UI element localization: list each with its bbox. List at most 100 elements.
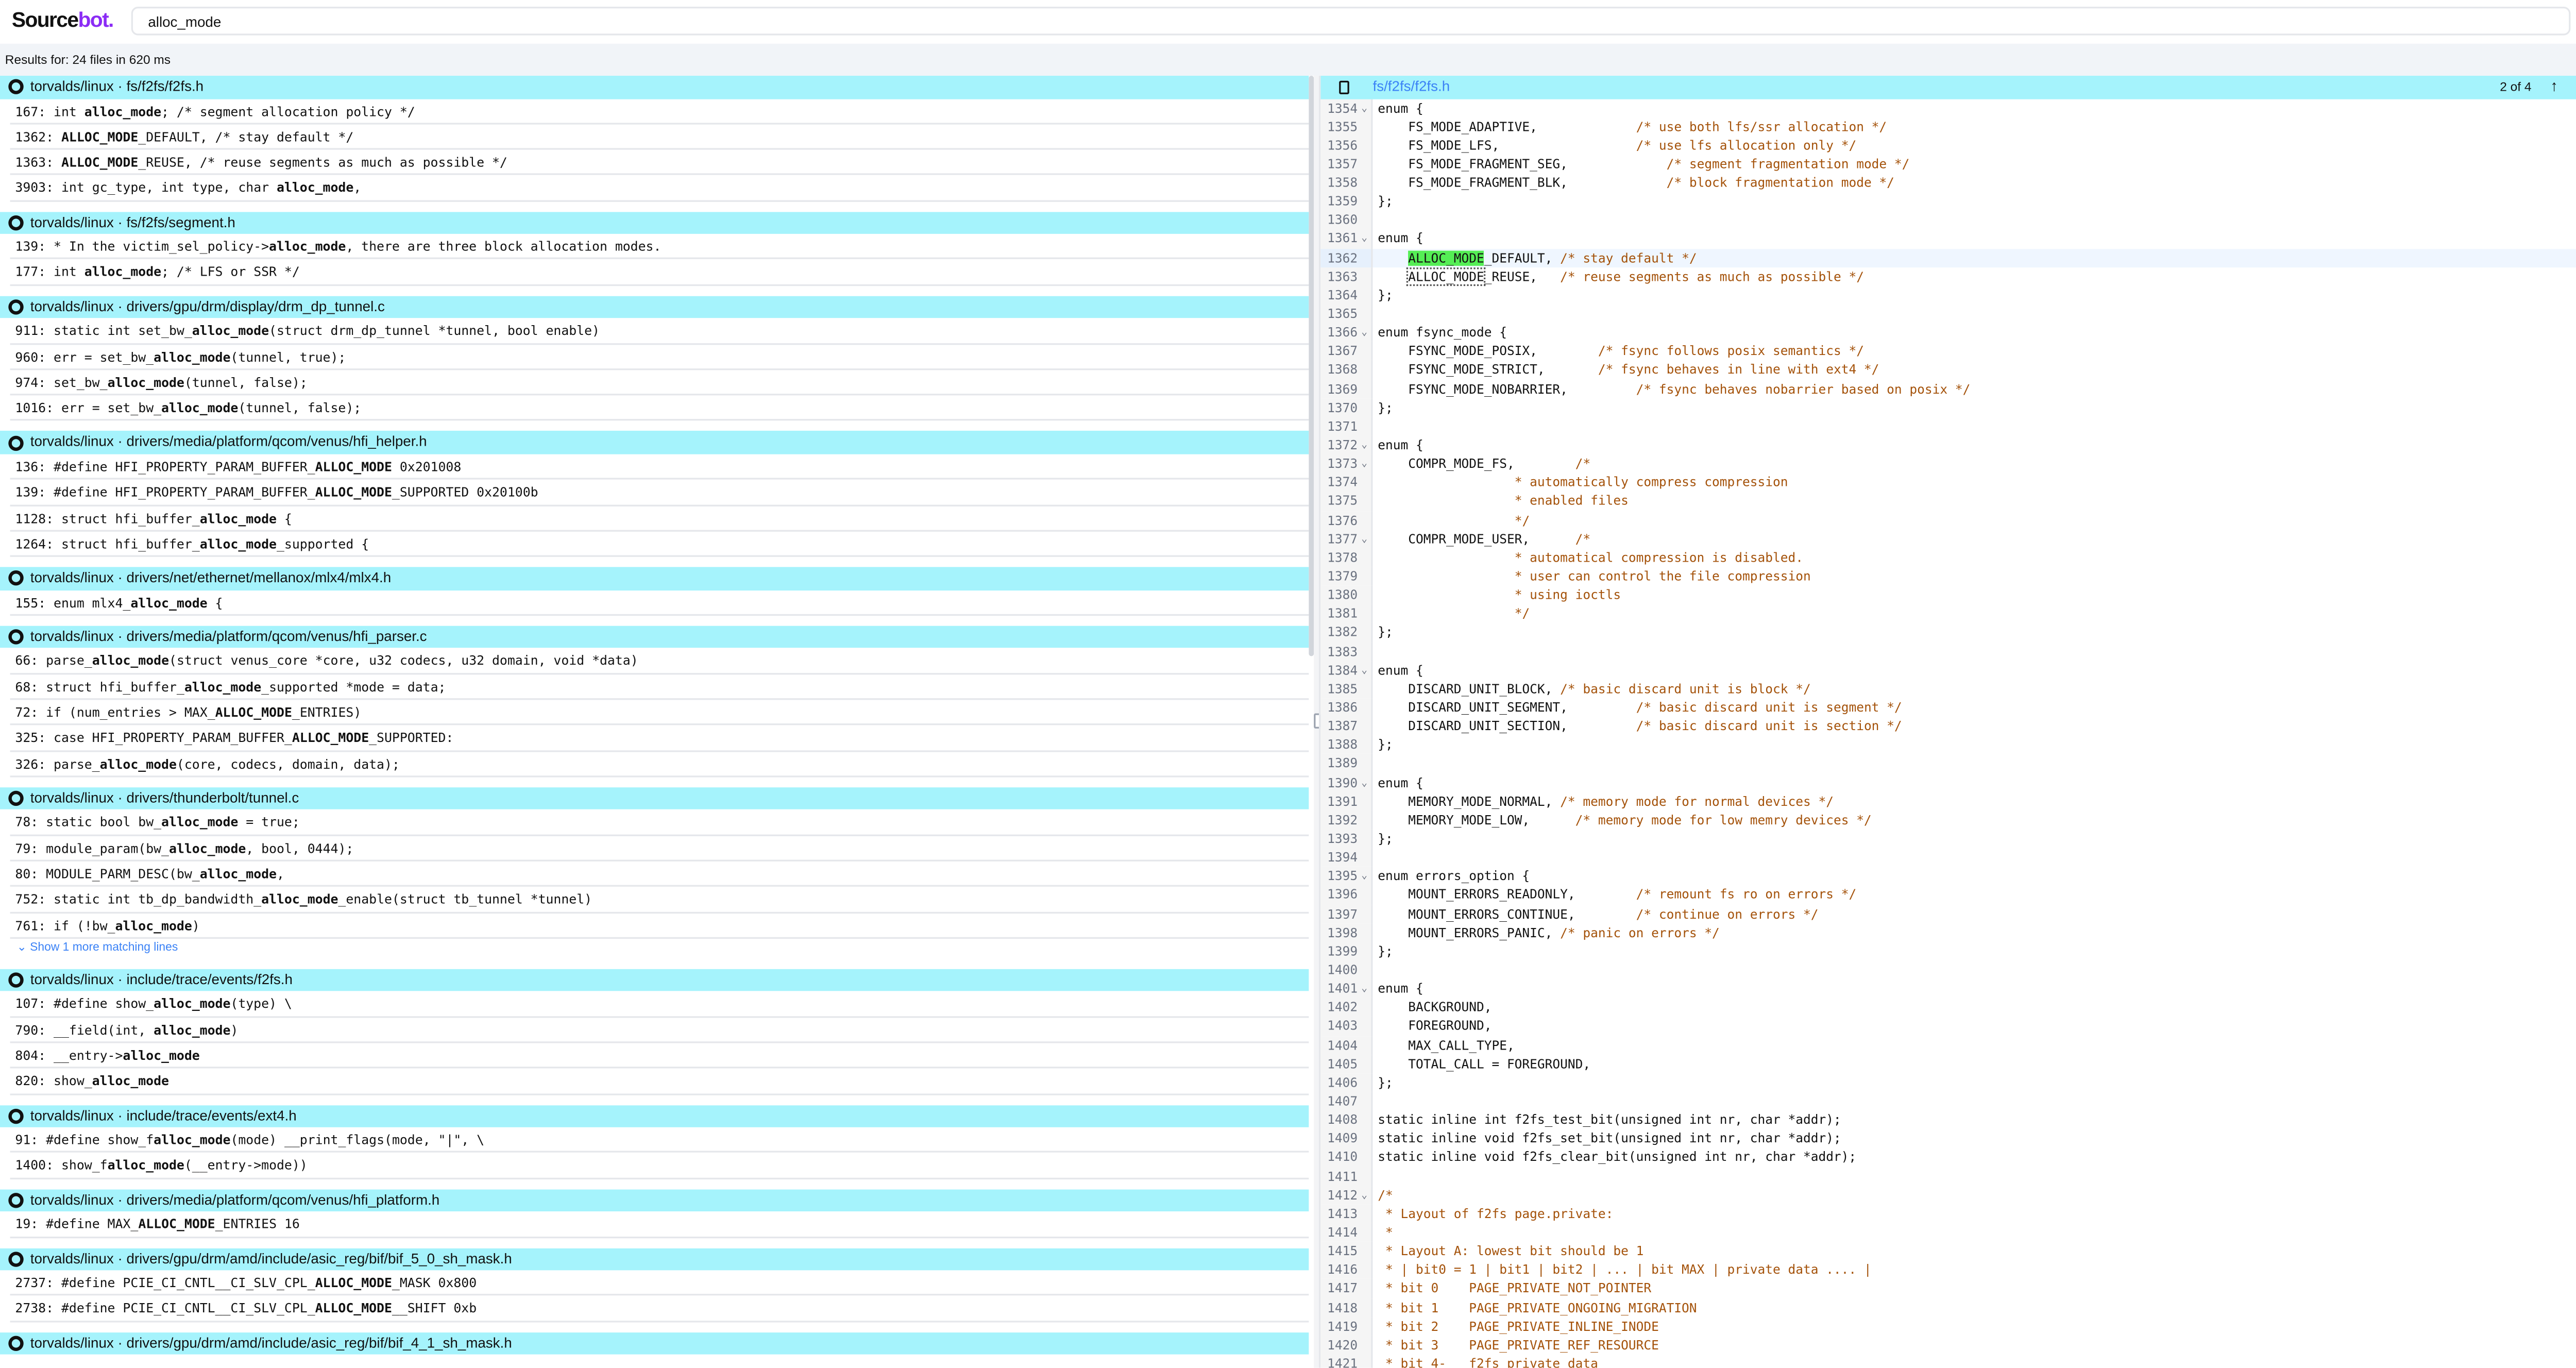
- match-line[interactable]: 139: #define HFI_PROPERTY_PARAM_BUFFER_A…: [10, 480, 1309, 506]
- match-line[interactable]: 155: enum mlx4_alloc_mode {: [10, 590, 1309, 616]
- match-line[interactable]: 66: parse_alloc_mode(struct venus_core *…: [10, 649, 1309, 674]
- result-file-header[interactable]: torvalds/linux · include/trace/events/ex…: [0, 1105, 1309, 1128]
- match-highlight[interactable]: ALLOC_MODE: [1408, 250, 1484, 265]
- match-line[interactable]: 91: #define show_falloc_mode(mode) __pri…: [10, 1127, 1309, 1154]
- result-file-header[interactable]: torvalds/linux · drivers/gpu/drm/amd/inc…: [0, 1247, 1309, 1271]
- code-text: * using ioctls: [1372, 586, 1621, 604]
- fold-chevron-icon[interactable]: ⌄: [1358, 435, 1373, 455]
- fold-chevron-icon[interactable]: ⌄: [1358, 323, 1373, 342]
- match-line[interactable]: 139: * In the victim_sel_policy->alloc_m…: [10, 234, 1309, 260]
- match-line[interactable]: 107: #define show_alloc_mode(type) \: [10, 992, 1309, 1018]
- match-line[interactable]: 2737: #define PCIE_CI_CNTL__CI_SLV_CPL_A…: [10, 1270, 1309, 1296]
- code-comment: /* continue on errors */: [1636, 906, 1819, 921]
- sourcebot-logo[interactable]: Sourcebot.: [12, 8, 114, 32]
- match-line[interactable]: 3903: int gc_type, int type, char alloc_…: [10, 176, 1309, 201]
- result-file-header[interactable]: torvalds/linux · drivers/gpu/drm/amd/inc…: [0, 1331, 1309, 1355]
- match-line[interactable]: 1363: ALLOC_MODE_REUSE, /* reuse segment…: [10, 150, 1309, 176]
- result-file-header[interactable]: torvalds/linux · fs/f2fs/f2fs.h: [0, 75, 1309, 99]
- match-text: ALLOC_MODE: [315, 485, 392, 500]
- result-file-header[interactable]: torvalds/linux · drivers/thunderbolt/tun…: [0, 787, 1309, 810]
- logo-text-accent: bot.: [78, 8, 114, 32]
- result-file-header[interactable]: torvalds/linux · drivers/gpu/drm/display…: [0, 295, 1309, 319]
- result-file-header[interactable]: torvalds/linux · include/trace/events/f2…: [0, 969, 1309, 992]
- fold-chevron-icon[interactable]: ⌄: [1358, 1185, 1373, 1205]
- preview-header: fs/f2fs/f2fs.h 2 of 4 ↑ ↓ ✕: [1320, 75, 2576, 99]
- code-line: 1355 FS_MODE_ADAPTIVE, /* use both lfs/s…: [1320, 117, 2576, 136]
- gutter: [1358, 548, 1373, 567]
- code-line: 1387 DISCARD_UNIT_SECTION, /* basic disc…: [1320, 717, 2576, 736]
- match-line[interactable]: 325: case HFI_PROPERTY_PARAM_BUFFER_ALLO…: [10, 725, 1309, 752]
- separator: ·: [113, 297, 127, 314]
- code-comment: * bit 4- f2fs private data: [1378, 1356, 1598, 1368]
- match-line[interactable]: 820: show_alloc_mode: [10, 1069, 1309, 1095]
- fold-chevron-icon[interactable]: ⌄: [1358, 867, 1373, 886]
- fold-chevron-icon[interactable]: ⌄: [1358, 98, 1373, 117]
- match-line[interactable]: 136: #define HFI_PROPERTY_PARAM_BUFFER_A…: [10, 454, 1309, 480]
- match-line[interactable]: 1362: ALLOC_MODE_DEFAULT, /* stay defaul…: [10, 124, 1309, 150]
- code-text: [1372, 305, 1378, 323]
- line-number: 1386: [1320, 698, 1358, 717]
- fold-chevron-icon[interactable]: ⌄: [1358, 529, 1373, 549]
- separator: ·: [113, 627, 127, 645]
- separator: ·: [113, 1106, 127, 1123]
- match-line[interactable]: 974: set_bw_alloc_mode(tunnel, false);: [10, 370, 1309, 396]
- code-comment: * bit 0 PAGE_PRIVATE_NOT_POINTER: [1378, 1281, 1652, 1296]
- code: BACKGROUND,: [1378, 1000, 1492, 1015]
- match-line[interactable]: 79: module_param(bw_alloc_mode, bool, 04…: [10, 836, 1309, 862]
- fold-chevron-icon[interactable]: ⌄: [1358, 661, 1373, 680]
- match-line[interactable]: 1016: err = set_bw_alloc_mode(tunnel, fa…: [10, 396, 1309, 421]
- match-line[interactable]: 68: struct hfi_buffer_alloc_mode_support…: [10, 674, 1309, 700]
- code-comment: *: [1378, 1224, 1393, 1240]
- match-line[interactable]: 19: #define MAX_ALLOC_MODE_ENTRIES 16: [10, 1212, 1309, 1238]
- match-line[interactable]: 2738: #define PCIE_CI_CNTL__CI_SLV_CPL_A…: [10, 1296, 1309, 1322]
- match-line[interactable]: 167: int alloc_mode; /* segment allocati…: [10, 98, 1309, 124]
- result-file-header[interactable]: torvalds/linux · fs/f2fs/segment.h: [0, 211, 1309, 234]
- match-line[interactable]: 80: MODULE_PARM_DESC(bw_alloc_mode,: [10, 862, 1309, 887]
- match-line[interactable]: 1128: struct hfi_buffer_alloc_mode {: [10, 505, 1309, 532]
- fold-chevron-icon[interactable]: ⌄: [1358, 454, 1373, 474]
- result-file-header[interactable]: torvalds/linux · drivers/net/ethernet/me…: [0, 567, 1309, 590]
- code-line: 1384 ⌄ enum {: [1320, 661, 2576, 680]
- show-more-link[interactable]: ⌄ Show 1 more matching lines: [16, 942, 178, 954]
- match-line[interactable]: 761: if (!bw_alloc_mode): [10, 913, 1309, 939]
- code-text: struct hfi_buffer_: [61, 511, 200, 526]
- results-scrollbar[interactable]: [1309, 75, 1314, 656]
- code-view[interactable]: 1354 ⌄ enum {1355 FS_MODE_ADAPTIVE, /* use…: [1320, 98, 2576, 1368]
- arrow-up-icon[interactable]: ↑: [2550, 77, 2558, 94]
- repo-name: torvalds/linux: [30, 789, 114, 806]
- line-number: 804:: [15, 1048, 54, 1063]
- line-number: 1355: [1320, 117, 1358, 136]
- result-file-header[interactable]: torvalds/linux · drivers/media/platform/…: [0, 626, 1309, 649]
- match-line[interactable]: 1400: show_falloc_mode(__entry->mode)): [10, 1153, 1309, 1179]
- fold-chevron-icon[interactable]: ⌄: [1358, 979, 1373, 999]
- match-line[interactable]: 177: int alloc_mode; /* LFS or SSR */: [10, 260, 1309, 286]
- match-line[interactable]: 960: err = set_bw_alloc_mode(tunnel, tru…: [10, 344, 1309, 370]
- file-path: drivers/media/platform/qcom/venus/hfi_pa…: [126, 627, 427, 645]
- match-line[interactable]: 1264: struct hfi_buffer_alloc_mode_suppo…: [10, 531, 1309, 558]
- match-line[interactable]: 72: if (num_entries > MAX_ALLOC_MODE_ENT…: [10, 700, 1309, 726]
- file-icon: [1339, 80, 1349, 94]
- match-line[interactable]: 790: __field(int, alloc_mode): [10, 1018, 1309, 1043]
- match-line[interactable]: 804: __entry->alloc_mode: [10, 1043, 1309, 1069]
- gutter: [1358, 585, 1373, 605]
- preview-file-path[interactable]: fs/f2fs/f2fs.h: [1372, 77, 1450, 94]
- file-path: drivers/gpu/drm/display/drm_dp_tunnel.c: [126, 297, 385, 314]
- result-file-header[interactable]: torvalds/linux · drivers/media/platform/…: [0, 431, 1309, 454]
- code-text: COMPR_MODE_USER, /*: [1372, 530, 1590, 548]
- code-line: 1356 FS_MODE_LFS, /* use lfs allocation …: [1320, 136, 2576, 155]
- match-line[interactable]: 326: parse_alloc_mode(core, codecs, doma…: [10, 751, 1309, 778]
- file-path: drivers/gpu/drm/amd/include/asic_reg/bif…: [126, 1333, 512, 1350]
- result-file-header[interactable]: torvalds/linux · drivers/media/platform/…: [0, 1189, 1309, 1212]
- fold-chevron-icon[interactable]: ⌄: [1358, 229, 1373, 249]
- search-input[interactable]: alloc_mode: [131, 7, 2571, 36]
- match-text: ALLOC_MODE: [138, 1217, 215, 1232]
- match-line[interactable]: 911: static int set_bw_alloc_mode(struct…: [10, 318, 1309, 345]
- fold-chevron-icon[interactable]: ⌄: [1358, 773, 1373, 792]
- match-text: alloc_mode: [161, 815, 239, 831]
- match-line[interactable]: 78: static bool bw_alloc_mode = true;: [10, 810, 1309, 836]
- code: };: [1378, 943, 1393, 959]
- code-text: * bit 2 PAGE_PRIVATE_INLINE_INODE: [1372, 1317, 1659, 1336]
- match-text: alloc_mode: [92, 653, 170, 669]
- match-line[interactable]: 752: static int tb_dp_bandwidth_alloc_mo…: [10, 887, 1309, 913]
- match-highlight[interactable]: ALLOC_MODE: [1406, 267, 1486, 286]
